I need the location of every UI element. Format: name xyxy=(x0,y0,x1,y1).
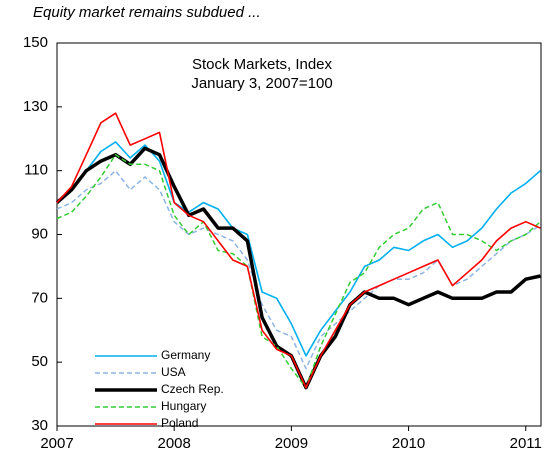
y-tick-label: 50 xyxy=(31,353,48,370)
x-tick-label: 2009 xyxy=(275,435,308,452)
y-tick-label: 110 xyxy=(24,162,48,179)
legend-label: Poland xyxy=(161,416,198,430)
x-tick-label: 2010 xyxy=(392,435,425,452)
x-tick-label: 2007 xyxy=(40,435,73,452)
legend-label: USA xyxy=(161,365,186,379)
y-tick-label: 130 xyxy=(23,98,48,115)
series-line xyxy=(56,169,541,370)
legend-label: Czech Rep. xyxy=(161,382,224,396)
annotation: Stock Markets, Index xyxy=(192,56,333,73)
y-tick-label: 90 xyxy=(31,225,48,242)
legend-label: Hungary xyxy=(161,399,206,413)
y-tick-label: 70 xyxy=(31,289,48,306)
legend-label: Germany xyxy=(161,348,210,362)
series-line xyxy=(56,141,541,357)
series-line xyxy=(56,112,541,389)
annotation: January 3, 2007=100 xyxy=(191,75,332,92)
x-tick-label: 2008 xyxy=(158,435,191,452)
series-line xyxy=(56,153,541,389)
y-tick-label: 150 xyxy=(23,34,48,51)
y-tick-label: 30 xyxy=(31,417,48,434)
x-tick-label: 2011 xyxy=(510,435,542,452)
chart-title: Equity market remains subdued ... xyxy=(33,4,261,21)
